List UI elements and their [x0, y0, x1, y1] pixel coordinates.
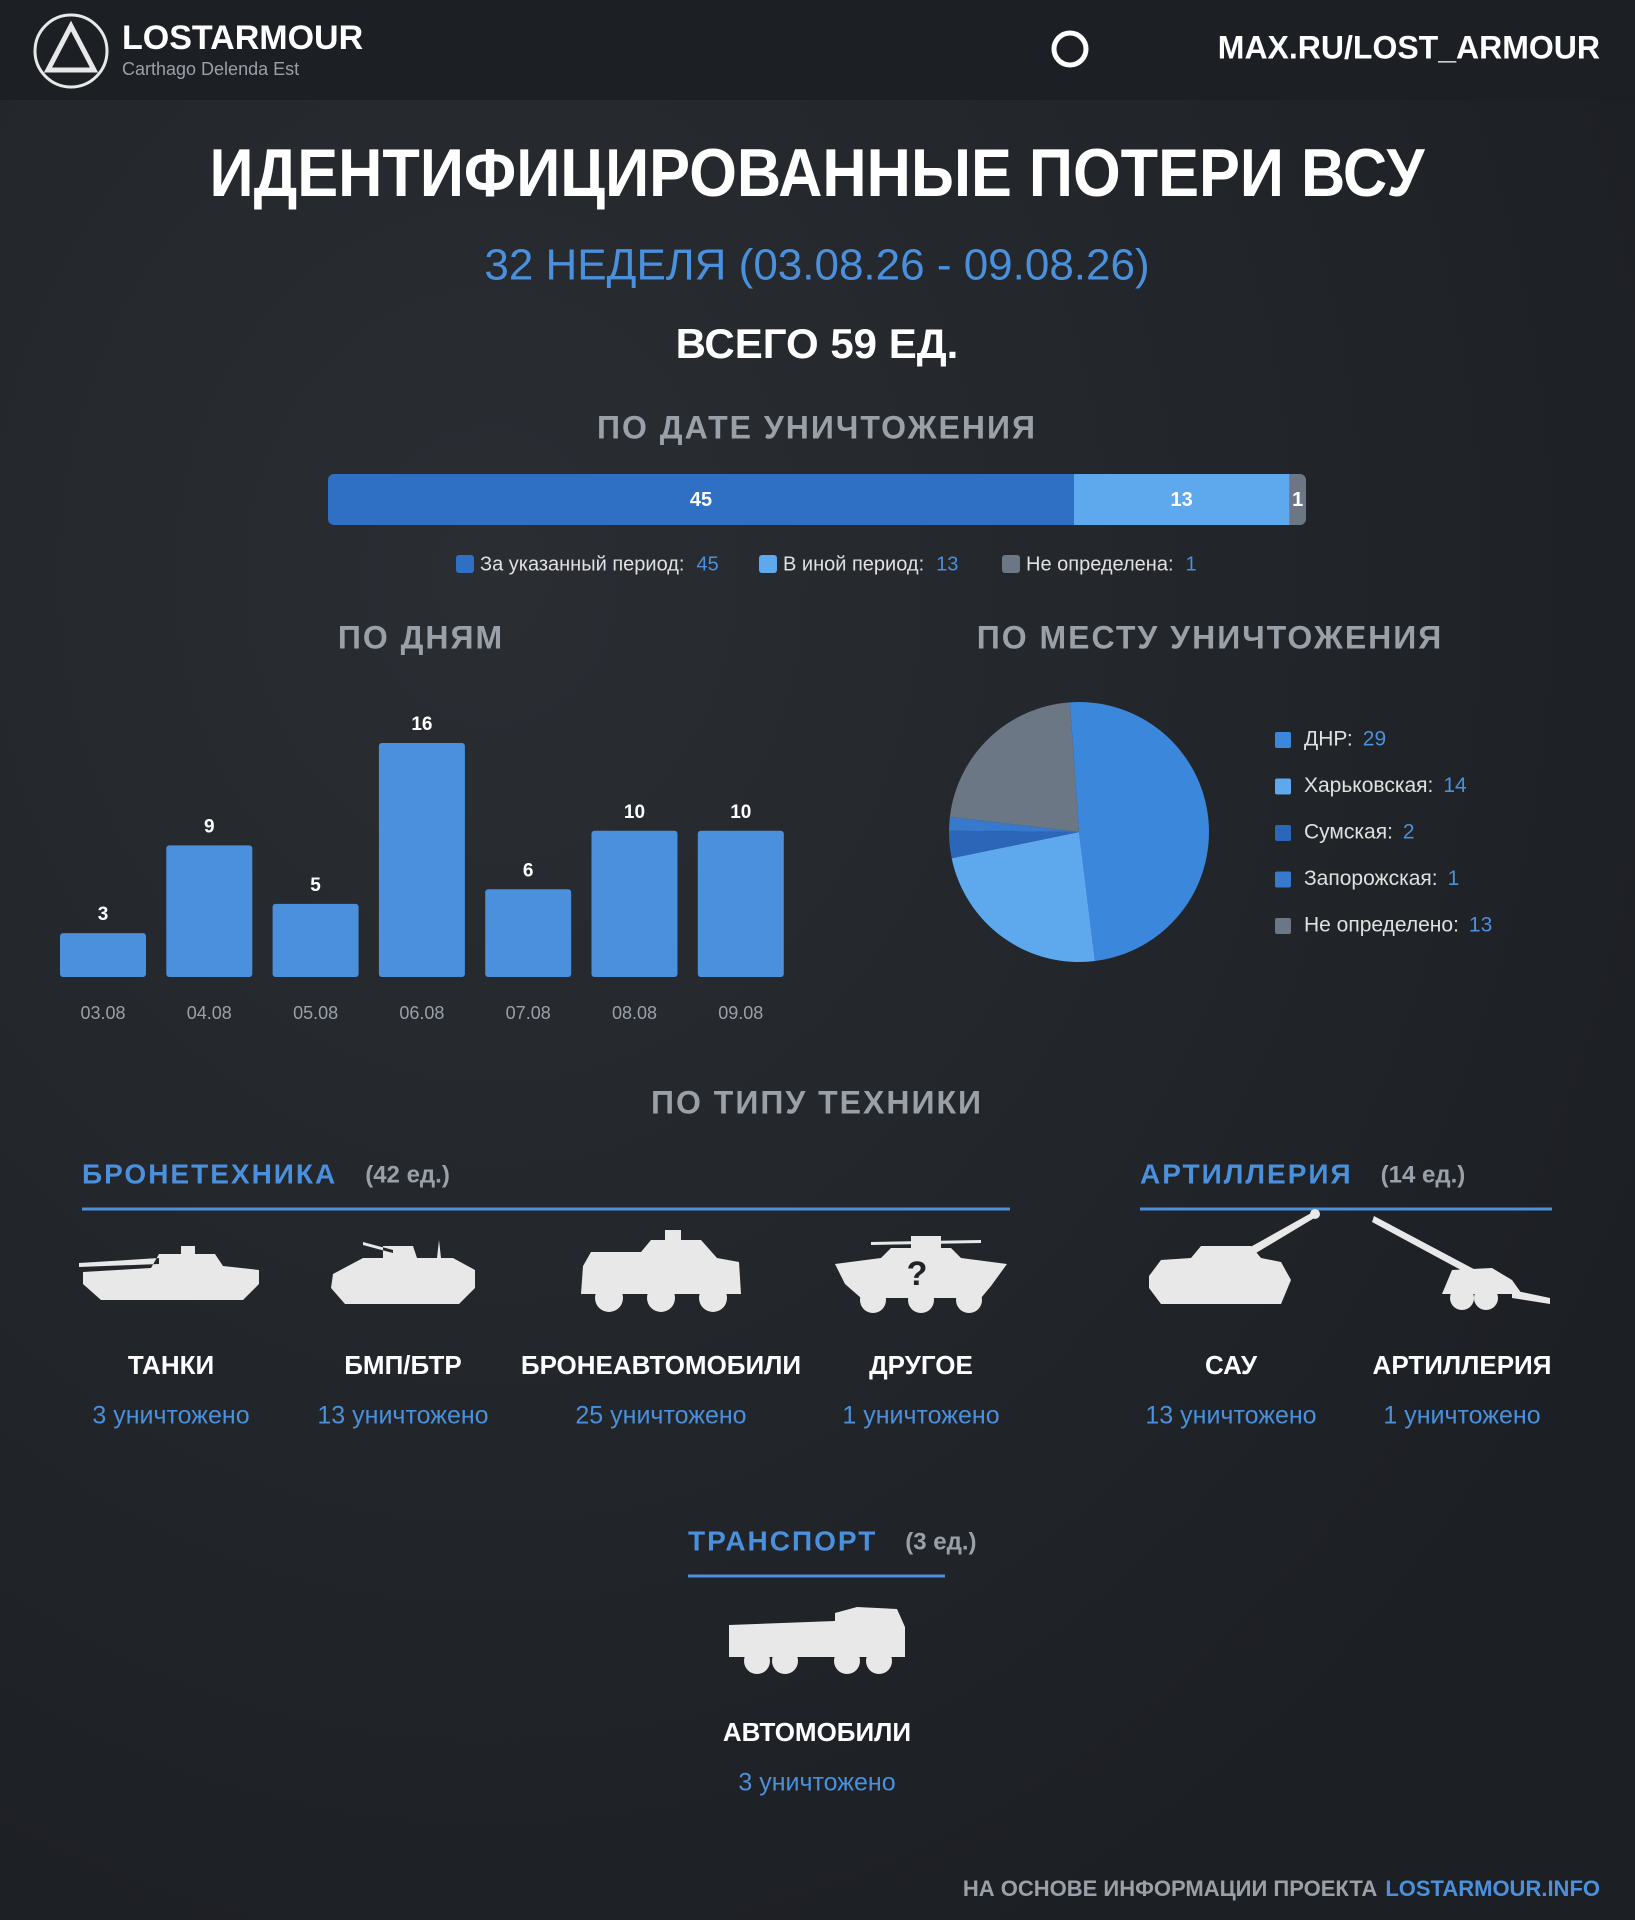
item-label: ДРУГОЕ: [869, 1350, 973, 1380]
link-icon: [1051, 30, 1089, 68]
legend-label: Харьковская:: [1304, 774, 1433, 797]
pie-slice: [951, 832, 1095, 962]
legend-swatch: [1275, 732, 1291, 748]
legend-value: 14: [1443, 774, 1467, 797]
legend-swatch: [1275, 778, 1291, 795]
x-tick-label: 06.08: [399, 1003, 444, 1023]
data-label: 45: [690, 489, 712, 511]
pie-slice: [949, 830, 1079, 859]
legend-label: Сумская:: [1304, 821, 1393, 844]
group-title: АРТИЛЛЕРИЯ: [1140, 1158, 1353, 1189]
footer-text: НА ОСНОВЕ ИНФОРМАЦИИ ПРОЕКТА: [963, 1876, 1378, 1901]
bar-segment: [1073, 474, 1290, 525]
legend-label: Запорожская:: [1304, 867, 1438, 890]
legend-label: В иной период:: [783, 553, 924, 575]
bar: [378, 743, 465, 977]
x-tick-label: 03.08: [80, 1003, 125, 1023]
legend-swatch: [1275, 918, 1291, 934]
subtitle: 32 НЕДЕЛЯ (03.08.26 - 09.08.26): [484, 241, 1149, 290]
pie-slice: [1069, 701, 1210, 962]
item-label: БРОНЕАВТОМОБИЛИ: [521, 1350, 801, 1380]
data-label: 3: [98, 904, 109, 925]
logo-mark: [43, 20, 99, 73]
legend-swatch: [1002, 555, 1020, 573]
item-label: АВТОМОБИЛИ: [723, 1717, 911, 1747]
legend-label: Не определена:: [1026, 553, 1174, 575]
legend-label: ДНР:: [1304, 728, 1353, 751]
logo: [33, 13, 109, 89]
item-count: 3 уничтожено: [738, 1769, 895, 1797]
bar: [697, 830, 784, 977]
group-title: ТРАНСПОРТ: [688, 1525, 877, 1556]
legend-swatch: [1275, 871, 1291, 888]
footer-link[interactable]: LOSTARMOUR.INFO: [1385, 1876, 1600, 1901]
item-label: АРТИЛЛЕРИЯ: [1373, 1350, 1552, 1380]
legend-value: 1: [1186, 553, 1197, 575]
data-label: 5: [310, 875, 321, 896]
legend-value: 1: [1448, 867, 1460, 890]
bar-segment: [1289, 474, 1306, 525]
header-bar: [0, 0, 1635, 100]
item-count: 1 уничтожено: [1383, 1402, 1540, 1430]
x-tick-label: 09.08: [718, 1003, 763, 1023]
item-count: 1 уничтожено: [842, 1402, 999, 1430]
bar-segment: [328, 474, 1074, 525]
title: ИДЕНТИФИЦИРОВАННЫЕ ПОТЕРИ ВСУ: [210, 135, 1426, 211]
tagline: Carthago Delenda Est: [122, 59, 299, 79]
bar: [591, 830, 678, 977]
item-count: 3 уничтожено: [92, 1402, 249, 1430]
item-label: ТАНКИ: [128, 1350, 214, 1380]
legend-value: 13: [936, 553, 958, 575]
data-label: 10: [730, 802, 751, 823]
brand: LOSTARMOUR: [122, 19, 363, 57]
legend-value: 45: [697, 553, 719, 575]
bar: [485, 889, 572, 977]
legend-swatch: [1275, 825, 1291, 841]
bar: [60, 933, 146, 977]
legend-swatch: [456, 555, 474, 573]
data-label: 16: [411, 714, 432, 735]
group-count: (3 ед.): [905, 1528, 976, 1555]
x-tick-label: 07.08: [506, 1003, 551, 1023]
stacked-bar: [328, 474, 1306, 525]
group-count: (42 ед.): [365, 1161, 450, 1188]
item-label: САУ: [1205, 1350, 1258, 1380]
data-label: 1: [1292, 489, 1303, 511]
legend-value: 13: [1469, 914, 1492, 937]
x-tick-label: 04.08: [187, 1003, 232, 1023]
legend-value: 29: [1363, 728, 1386, 751]
legend-swatch: [759, 555, 777, 573]
pie-slice: [949, 816, 1079, 832]
x-tick-label: 05.08: [293, 1003, 338, 1023]
bar: [272, 903, 359, 977]
legend-value: 2: [1403, 821, 1415, 844]
header-link[interactable]: MAX.RU/LOST_ARMOUR: [1218, 29, 1600, 65]
group-title: БРОНЕТЕХНИКА: [82, 1158, 337, 1189]
item-label: БМП/БТР: [344, 1350, 462, 1380]
x-tick-label: 08.08: [612, 1003, 657, 1023]
data-label: 6: [523, 860, 534, 881]
data-label: 9: [204, 816, 215, 837]
item-count: 13 уничтожено: [317, 1402, 488, 1430]
legend-label: Не определено:: [1304, 914, 1459, 937]
item-count: 25 уничтожено: [575, 1402, 746, 1430]
chart-title: ПО ДНЯМ: [338, 619, 504, 655]
item-count: 13 уничтожено: [1145, 1402, 1316, 1430]
bar: [166, 845, 253, 977]
total: ВСЕГО 59 ЕД.: [676, 320, 959, 367]
data-label: 13: [1171, 489, 1193, 511]
chart-title: ПО ДАТЕ УНИЧТОЖЕНИЯ: [597, 409, 1037, 445]
legend-label: За указанный период:: [480, 553, 685, 575]
data-label: 10: [624, 802, 645, 823]
pie-slice: [949, 702, 1079, 832]
section-title: ПО ТИПУ ТЕХНИКИ: [651, 1084, 983, 1120]
group-count: (14 ед.): [1381, 1161, 1466, 1188]
chart-title: ПО МЕСТУ УНИЧТОЖЕНИЯ: [977, 619, 1444, 655]
